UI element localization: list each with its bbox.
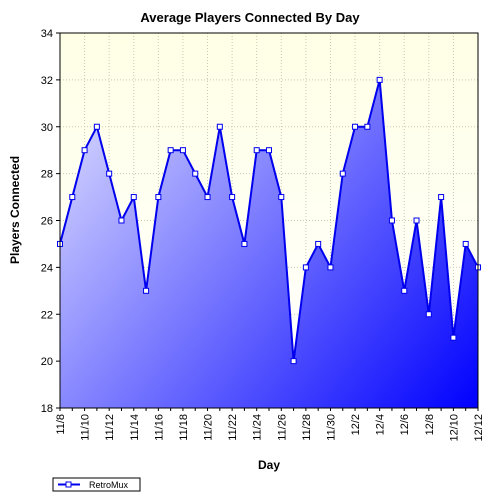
data-point	[462, 240, 469, 247]
data-point	[167, 147, 174, 154]
data-point	[315, 240, 322, 247]
legend: RetroMux	[52, 477, 141, 492]
data-point	[204, 194, 211, 201]
data-point	[290, 358, 297, 365]
x-axis-ticks: 11/8 11/10 11/12 11/14 11/16 11/18 11/20 11/22 1…	[55, 408, 485, 442]
x-tick-label: 11/30	[325, 414, 337, 441]
data-point	[327, 264, 334, 271]
data-point	[388, 217, 395, 224]
y-axis-title: Players Connected	[8, 156, 22, 264]
data-point	[450, 334, 457, 341]
data-point	[364, 123, 371, 130]
data-point	[216, 123, 223, 130]
x-tick-label: 12/12	[473, 414, 485, 442]
data-point	[438, 194, 445, 201]
data-point	[93, 123, 100, 130]
chart-title: Average Players Connected By Day	[140, 10, 360, 25]
y-tick-label: 22	[41, 309, 53, 321]
x-tick-label: 11/28	[301, 414, 313, 441]
x-axis-title: Day	[258, 458, 280, 472]
data-point	[241, 240, 248, 247]
y-tick-label: 24	[41, 262, 53, 274]
data-point	[81, 147, 88, 154]
y-tick-label: 26	[41, 216, 53, 228]
data-point	[339, 170, 346, 177]
x-tick-label: 11/20	[203, 414, 215, 441]
series-area-RetroMux	[60, 79, 478, 408]
data-point	[253, 147, 260, 154]
y-axis-ticks: 18 20 22 24 26 28 30 32 34	[41, 28, 60, 415]
area-layer	[60, 79, 478, 408]
data-point	[413, 217, 420, 224]
x-tick-label: 11/14	[129, 414, 141, 441]
x-tick-label: 12/4	[375, 414, 387, 435]
data-point	[179, 147, 186, 154]
y-tick-label: 18	[41, 403, 53, 415]
y-tick-label: 30	[41, 122, 53, 134]
x-tick-label: 11/24	[252, 414, 264, 441]
data-point	[106, 170, 113, 177]
data-point	[352, 123, 359, 130]
legend-label: RetroMux	[89, 480, 129, 490]
x-tick-label: 11/10	[80, 414, 92, 441]
legend-swatch-marker	[65, 481, 72, 488]
data-point	[278, 194, 285, 201]
y-tick-label: 28	[41, 169, 53, 181]
data-point	[143, 287, 150, 294]
data-point	[401, 287, 408, 294]
data-point	[130, 194, 137, 201]
data-point	[155, 194, 162, 201]
x-tick-label: 11/12	[104, 414, 116, 441]
x-tick-label: 11/16	[153, 414, 165, 441]
data-point	[229, 194, 236, 201]
data-point	[302, 264, 309, 271]
data-point	[118, 217, 125, 224]
x-tick-label: 12/2	[350, 414, 362, 435]
x-tick-label: 11/8	[55, 414, 67, 435]
data-point	[425, 311, 432, 318]
data-point	[69, 194, 76, 201]
data-point	[376, 76, 383, 83]
x-tick-label: 12/10	[448, 414, 460, 442]
y-tick-label: 32	[41, 75, 53, 87]
legend-box	[52, 477, 141, 492]
y-tick-label: 34	[41, 28, 53, 40]
x-tick-label: 11/22	[227, 414, 239, 441]
y-tick-label: 20	[41, 356, 53, 368]
x-tick-label: 12/6	[399, 414, 411, 435]
data-point	[266, 147, 272, 154]
x-tick-label: 11/18	[178, 414, 190, 441]
data-point	[192, 170, 199, 177]
x-tick-label: 11/26	[276, 414, 288, 441]
x-tick-label: 12/8	[424, 414, 436, 435]
